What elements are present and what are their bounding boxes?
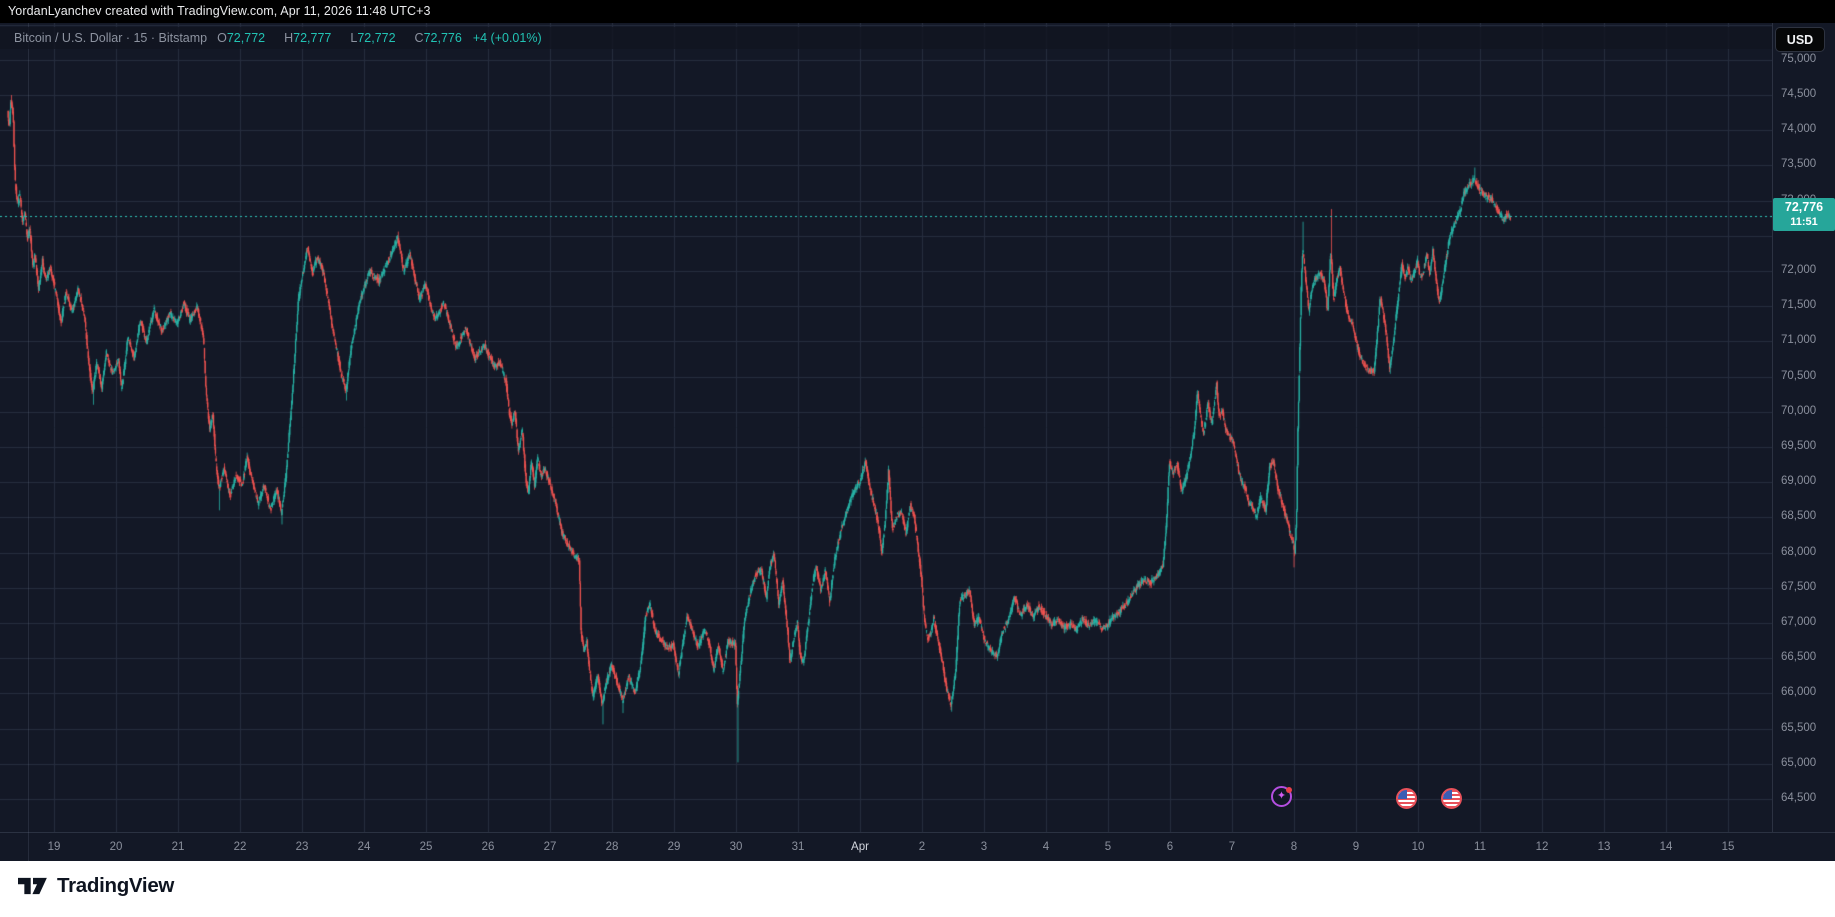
price-axis-label: 65,500 xyxy=(1781,721,1817,734)
price-axis-label: 70,500 xyxy=(1781,369,1817,382)
time-axis-label: 14 xyxy=(1659,841,1673,853)
time-axis-label: 9 xyxy=(1352,841,1360,853)
tradingview-logo-text: TradingView xyxy=(57,874,175,897)
price-axis-label: 71,500 xyxy=(1781,299,1817,312)
attribution-bar: YordanLyanchev created with TradingView.… xyxy=(0,0,1835,23)
time-axis-label: 23 xyxy=(295,841,309,853)
ohlc-open: O72,772 xyxy=(217,31,266,45)
left-scale-divider xyxy=(28,23,29,861)
price-axis-label: 69,500 xyxy=(1781,440,1817,452)
time-axis-label: 24 xyxy=(357,841,371,853)
time-axis-label: 15 xyxy=(1721,841,1735,853)
footer: TradingView xyxy=(0,861,1835,917)
time-axis-label: 30 xyxy=(729,841,743,853)
price-axis-label: 67,500 xyxy=(1781,580,1817,593)
ohlc-low: L72,772 xyxy=(350,31,396,45)
candlestick-chart[interactable] xyxy=(0,23,1772,832)
price-axis-label: 67,000 xyxy=(1781,616,1817,628)
sparkle-event-icon[interactable]: ✦ xyxy=(1271,786,1292,807)
chart-region: Bitcoin / U.S. Dollar · 15 · Bitstamp O7… xyxy=(0,23,1835,863)
time-axis-label: 22 xyxy=(233,841,247,853)
price-axis-label: 70,000 xyxy=(1781,404,1817,417)
price-axis-label: 71,000 xyxy=(1781,334,1817,347)
price-axis-label: 65,000 xyxy=(1781,756,1817,769)
attribution-text: YordanLyanchev created with TradingView.… xyxy=(8,4,431,18)
time-axis-label: 10 xyxy=(1411,841,1425,853)
time-axis-label: 27 xyxy=(543,841,557,853)
currency-button[interactable]: USD xyxy=(1775,27,1825,52)
time-axis-label: 25 xyxy=(419,841,433,853)
ohlc-high: H72,777 xyxy=(284,31,332,45)
last-price-tag: 72,776 11:51 xyxy=(1773,198,1835,231)
price-axis-label: 68,500 xyxy=(1781,510,1817,523)
price-axis-label: 66,000 xyxy=(1781,686,1817,699)
time-axis-label: 13 xyxy=(1597,841,1611,853)
price-axis-label: 74,500 xyxy=(1781,88,1817,100)
time-axis-label: 7 xyxy=(1228,841,1236,853)
time-scale[interactable]: 19 20 21 22 23 24 25 26 27 28 29 30 31 Apr 2 3 4 5 6 7 8 9 10 1… xyxy=(0,832,1835,863)
price-axis-label: 64,500 xyxy=(1781,792,1817,804)
price-axis-label: 68,000 xyxy=(1781,545,1817,558)
time-axis-label: 11 xyxy=(1474,841,1486,853)
price-scale[interactable]: 75,00074,50074,00073,50073,00072,00071,5… xyxy=(1772,23,1835,832)
time-axis-label: 21 xyxy=(171,841,185,853)
price-axis-label: 66,500 xyxy=(1781,651,1817,664)
price-change: +4 (+0.01%) xyxy=(472,31,542,45)
price-axis-label: 73,500 xyxy=(1781,158,1817,171)
price-axis-label: 74,000 xyxy=(1781,123,1817,136)
time-axis-label: 8 xyxy=(1290,841,1298,853)
time-axis-label: 3 xyxy=(980,841,988,853)
price-axis-label: 72,000 xyxy=(1781,264,1817,276)
time-axis-label: 2 xyxy=(918,841,926,853)
time-axis-label: 19 xyxy=(47,841,61,853)
price-axis-label: 75,000 xyxy=(1781,52,1817,65)
us-flag-event-icon[interactable] xyxy=(1441,788,1462,809)
time-axis-label: 28 xyxy=(605,841,619,853)
time-axis-label: 4 xyxy=(1042,841,1050,853)
time-axis-label: 26 xyxy=(481,841,495,853)
time-axis-label: 31 xyxy=(791,841,805,853)
time-axis-label: Apr xyxy=(851,841,869,853)
symbol-legend: Bitcoin / U.S. Dollar · 15 · Bitstamp O7… xyxy=(0,27,1772,49)
time-axis-label: 12 xyxy=(1535,841,1549,853)
us-flag-event-icon[interactable] xyxy=(1396,788,1417,809)
time-axis-label: 29 xyxy=(667,841,681,853)
time-axis-label: 20 xyxy=(109,841,123,853)
bar-countdown: 11:51 xyxy=(1790,215,1818,228)
ohlc-close: C72,776 xyxy=(414,31,462,45)
price-axis-label: 69,000 xyxy=(1781,475,1817,488)
tradingview-logo-icon xyxy=(18,877,47,895)
time-axis-label: 6 xyxy=(1166,841,1174,853)
tradingview-logo-link[interactable]: TradingView xyxy=(18,873,174,899)
last-price-value: 72,776 xyxy=(1784,200,1824,214)
symbol-title[interactable]: Bitcoin / U.S. Dollar · 15 · Bitstamp xyxy=(14,31,208,45)
time-axis-label: 5 xyxy=(1104,841,1112,853)
